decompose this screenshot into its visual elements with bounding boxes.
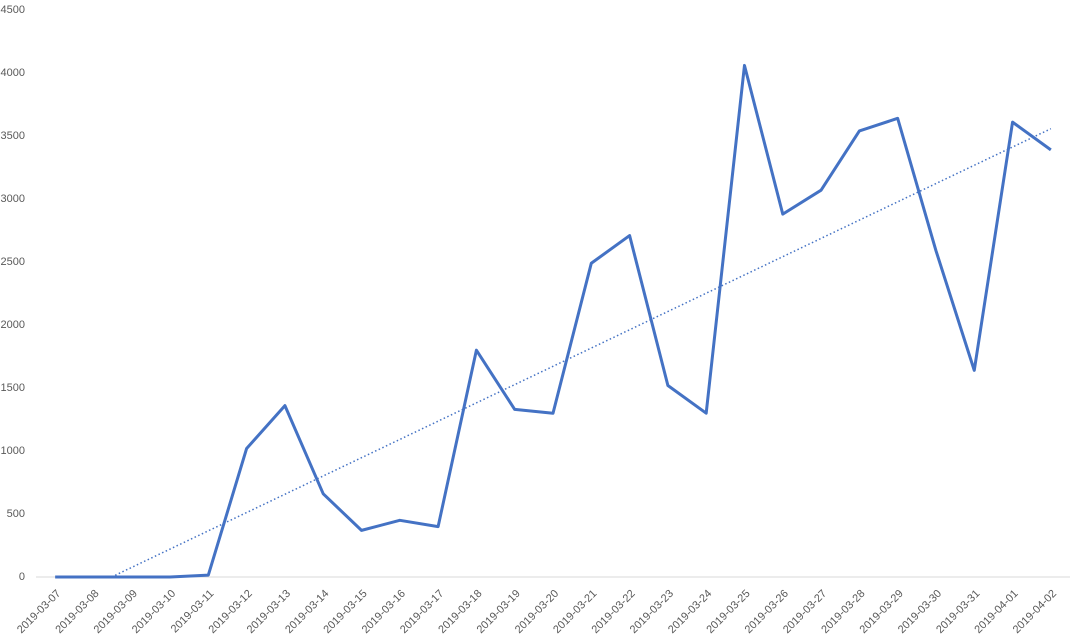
y-tick-label: 0 — [19, 571, 25, 583]
y-tick-label: 4500 — [1, 4, 25, 16]
y-tick-label: 1000 — [1, 445, 25, 457]
y-tick-label: 500 — [7, 508, 25, 520]
trendline — [111, 128, 1052, 578]
data-line — [55, 63, 1052, 579]
y-tick-label: 3000 — [1, 193, 25, 205]
y-tick-label: 2500 — [1, 256, 25, 268]
y-tick-label: 3500 — [1, 130, 25, 142]
y-tick-label: 2000 — [1, 319, 25, 331]
y-tick-label: 1500 — [1, 382, 25, 394]
y-tick-label: 4000 — [1, 67, 25, 79]
